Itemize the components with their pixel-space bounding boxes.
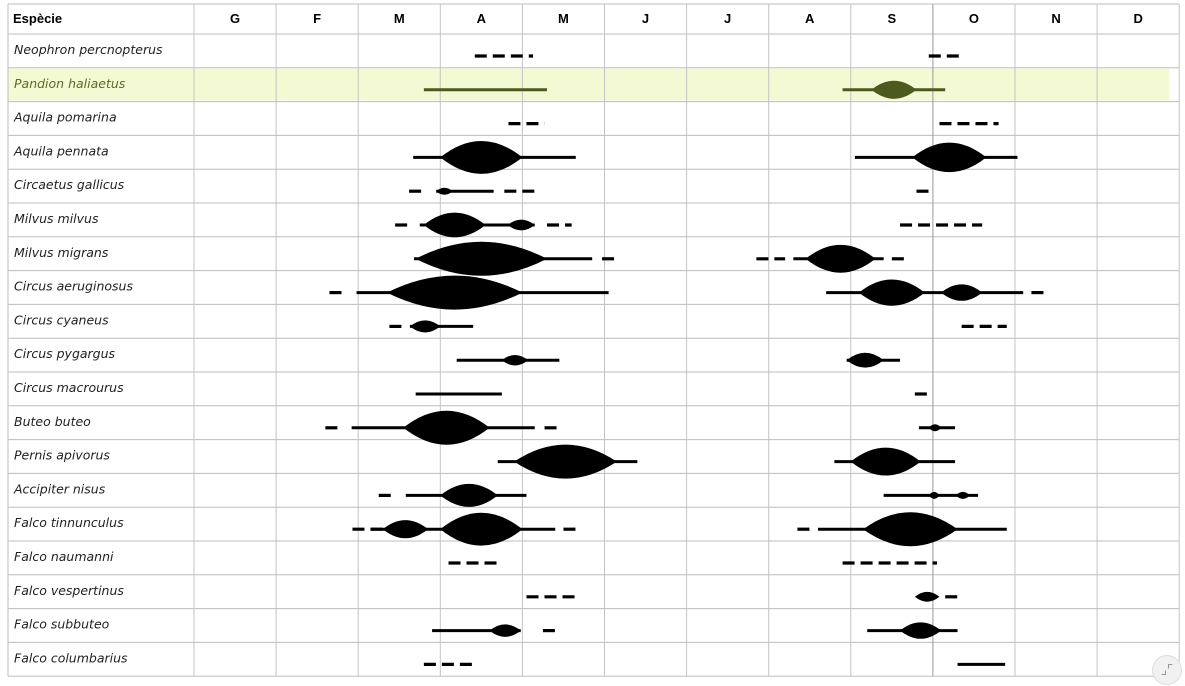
peak-bulge	[501, 354, 529, 366]
peak-bulge	[850, 447, 921, 476]
species-label: Neophron percnopterus	[14, 42, 163, 57]
peak-bulge	[507, 219, 535, 231]
peak-bulge	[914, 591, 940, 602]
species-labels: Neophron percnopterus Pandion haliaetus Aq…	[13, 42, 163, 665]
peak-bulge	[440, 140, 523, 174]
peak-bulge	[928, 491, 940, 499]
species-label: Circus aeruginosus	[14, 279, 133, 294]
peak-bulge	[386, 275, 523, 310]
header-species: Espècie	[13, 11, 62, 26]
peak-bulge	[928, 424, 942, 432]
species-label: Circus macrourus	[14, 380, 124, 395]
species-label: Pernis apivorus	[14, 448, 110, 463]
month-header: S	[888, 11, 897, 26]
month-header: D	[1133, 11, 1142, 26]
month-header: N	[1051, 11, 1060, 26]
peak-bulge	[409, 320, 441, 333]
peak-bulge	[403, 410, 490, 445]
peak-bulge	[382, 520, 428, 539]
month-header: O	[969, 11, 979, 26]
species-label: Falco naumanni	[14, 549, 114, 564]
peak-bulge	[440, 483, 498, 507]
peak-bulge	[941, 284, 983, 301]
month-header: M	[558, 11, 569, 26]
month-header: J	[642, 11, 649, 26]
month-header: A	[805, 11, 815, 26]
peak-bulge	[436, 187, 453, 195]
species-label: Falco vespertinus	[14, 583, 124, 598]
species-label: Falco columbarius	[14, 650, 128, 665]
peak-bulge	[423, 212, 486, 238]
species-label: Milvus migrans	[14, 245, 109, 260]
month-header: G	[230, 11, 240, 26]
collapse-icon[interactable]: ⌟⌜	[1152, 655, 1182, 685]
peak-bulge	[955, 491, 970, 499]
species-label: Circaetus gallicus	[14, 177, 125, 192]
peak-bulge	[871, 80, 917, 99]
peak-bulge	[863, 512, 958, 547]
table-grid	[7, 3, 1180, 677]
occurrence-marks	[325, 54, 1044, 667]
month-header: M	[394, 11, 405, 26]
row-highlight	[8, 68, 1170, 101]
peak-bulge	[415, 241, 548, 276]
month-header: J	[724, 11, 731, 26]
header-row: Espècie G F M A M J J A S O N D	[13, 11, 1143, 26]
species-label: Falco subbuteo	[14, 617, 110, 632]
species-label: Buteo buteo	[14, 414, 91, 429]
peak-bulge	[805, 244, 876, 273]
month-header: A	[477, 11, 487, 26]
species-label: Falco tinnunculus	[14, 515, 124, 530]
highlight-rows	[8, 68, 1170, 101]
species-label: Aquila pennata	[13, 143, 109, 158]
peak-bulge	[912, 142, 987, 173]
month-header: F	[313, 11, 321, 26]
species-label: Circus cyaneus	[14, 312, 109, 327]
peak-bulge	[489, 624, 521, 637]
peak-bulge	[514, 444, 617, 479]
species-label: Milvus milvus	[14, 211, 99, 226]
species-label: Accipiter nisus	[13, 481, 106, 496]
peak-bulge	[859, 279, 925, 306]
species-label: Pandion haliaetus	[14, 76, 126, 91]
peak-bulge	[440, 512, 523, 546]
peak-bulge	[846, 352, 884, 368]
species-label: Aquila pomarina	[13, 110, 117, 125]
species-label: Circus pygargus	[14, 346, 116, 361]
peak-bulge	[900, 622, 942, 639]
